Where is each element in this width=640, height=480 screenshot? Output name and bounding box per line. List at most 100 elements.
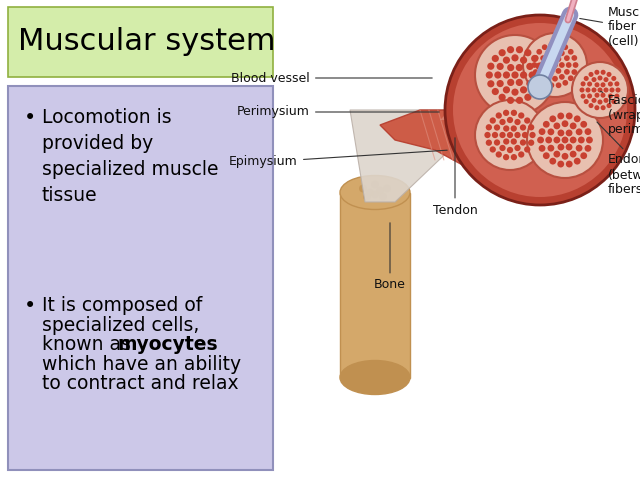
Circle shape bbox=[376, 187, 384, 194]
Circle shape bbox=[563, 80, 568, 86]
Circle shape bbox=[580, 81, 586, 86]
Circle shape bbox=[524, 49, 531, 56]
Circle shape bbox=[566, 62, 572, 68]
Circle shape bbox=[570, 137, 577, 144]
Circle shape bbox=[566, 144, 573, 150]
Circle shape bbox=[561, 137, 568, 144]
Circle shape bbox=[503, 154, 509, 160]
Circle shape bbox=[578, 137, 585, 144]
Circle shape bbox=[503, 110, 509, 116]
Circle shape bbox=[453, 23, 627, 197]
Circle shape bbox=[536, 75, 542, 81]
Circle shape bbox=[363, 192, 371, 201]
Circle shape bbox=[536, 80, 543, 87]
Circle shape bbox=[554, 122, 560, 129]
Circle shape bbox=[487, 80, 495, 87]
Circle shape bbox=[556, 83, 561, 88]
Circle shape bbox=[511, 154, 517, 160]
Circle shape bbox=[595, 70, 600, 75]
Circle shape bbox=[586, 87, 591, 93]
Circle shape bbox=[540, 69, 546, 75]
Circle shape bbox=[371, 191, 379, 199]
Circle shape bbox=[516, 64, 523, 71]
Circle shape bbox=[557, 130, 564, 136]
Circle shape bbox=[528, 140, 534, 146]
Circle shape bbox=[520, 139, 526, 145]
Circle shape bbox=[526, 80, 534, 87]
Circle shape bbox=[499, 119, 506, 125]
Circle shape bbox=[532, 62, 538, 68]
Circle shape bbox=[537, 137, 544, 144]
Circle shape bbox=[600, 82, 605, 87]
Circle shape bbox=[554, 151, 560, 157]
Text: Bone: Bone bbox=[374, 223, 406, 291]
Circle shape bbox=[515, 119, 521, 125]
Circle shape bbox=[584, 128, 591, 135]
Circle shape bbox=[499, 49, 506, 56]
Circle shape bbox=[492, 55, 499, 62]
Circle shape bbox=[490, 118, 496, 124]
Circle shape bbox=[584, 99, 589, 104]
Circle shape bbox=[524, 94, 531, 101]
Text: specialized cells,: specialized cells, bbox=[42, 316, 199, 335]
Circle shape bbox=[499, 145, 506, 151]
Circle shape bbox=[475, 100, 545, 170]
Circle shape bbox=[608, 94, 613, 98]
Polygon shape bbox=[440, 90, 530, 120]
Circle shape bbox=[595, 105, 600, 110]
Circle shape bbox=[559, 62, 564, 68]
Circle shape bbox=[589, 72, 593, 77]
Circle shape bbox=[557, 144, 564, 150]
Circle shape bbox=[572, 62, 628, 118]
Circle shape bbox=[598, 75, 602, 81]
Circle shape bbox=[494, 72, 502, 79]
Circle shape bbox=[486, 124, 492, 131]
Text: to contract and relax: to contract and relax bbox=[42, 374, 238, 394]
Circle shape bbox=[503, 72, 510, 79]
Circle shape bbox=[536, 49, 542, 55]
Text: Fascicle
(wrapped by
perimysium): Fascicle (wrapped by perimysium) bbox=[600, 91, 640, 136]
Circle shape bbox=[503, 57, 510, 64]
Circle shape bbox=[564, 55, 570, 61]
Circle shape bbox=[545, 137, 552, 144]
Circle shape bbox=[516, 97, 523, 104]
Text: Locomotion is
provided by
specialized muscle
tissue: Locomotion is provided by specialized mu… bbox=[42, 108, 218, 204]
Circle shape bbox=[552, 76, 558, 82]
Circle shape bbox=[536, 62, 543, 70]
Circle shape bbox=[545, 50, 551, 56]
Circle shape bbox=[499, 132, 506, 138]
Circle shape bbox=[520, 72, 527, 79]
Circle shape bbox=[520, 86, 527, 94]
Circle shape bbox=[547, 145, 554, 152]
Circle shape bbox=[556, 68, 561, 74]
Circle shape bbox=[526, 63, 534, 70]
Polygon shape bbox=[340, 192, 410, 377]
Circle shape bbox=[556, 56, 561, 62]
Circle shape bbox=[566, 161, 573, 168]
Ellipse shape bbox=[340, 360, 410, 395]
Circle shape bbox=[511, 54, 518, 61]
Circle shape bbox=[591, 98, 596, 103]
Circle shape bbox=[507, 132, 513, 138]
Circle shape bbox=[528, 75, 552, 99]
Circle shape bbox=[492, 132, 498, 138]
Circle shape bbox=[518, 151, 524, 157]
Circle shape bbox=[572, 55, 577, 61]
Circle shape bbox=[548, 83, 554, 88]
Circle shape bbox=[557, 112, 564, 120]
Text: Perimysium: Perimysium bbox=[237, 106, 439, 119]
Bar bbox=[8, 86, 273, 470]
Circle shape bbox=[497, 63, 504, 70]
Circle shape bbox=[516, 79, 523, 86]
Circle shape bbox=[561, 153, 568, 160]
Circle shape bbox=[511, 138, 517, 144]
Circle shape bbox=[595, 82, 600, 87]
Text: •: • bbox=[24, 108, 36, 128]
Text: Endomysium
(between
fibers): Endomysium (between fibers) bbox=[597, 122, 640, 196]
Circle shape bbox=[524, 146, 531, 153]
Circle shape bbox=[492, 88, 499, 95]
Text: Muscle
fiber
(cell): Muscle fiber (cell) bbox=[580, 5, 640, 48]
Circle shape bbox=[484, 132, 491, 138]
Circle shape bbox=[556, 42, 561, 48]
Circle shape bbox=[591, 77, 596, 82]
